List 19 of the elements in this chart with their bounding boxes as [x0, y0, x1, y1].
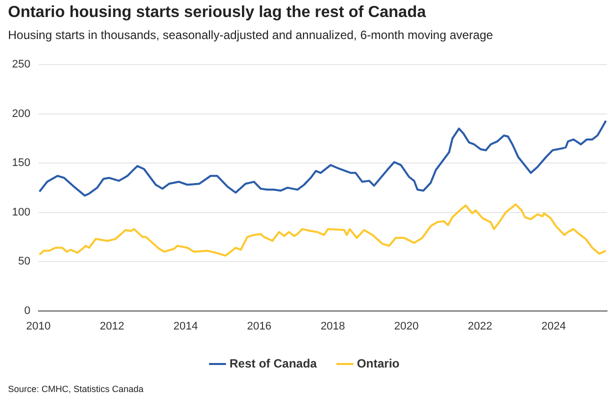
chart-subtitle: Housing starts in thousands, seasonally-adjusted and annualized, 6-month moving average [8, 28, 493, 42]
legend-label: Ontario [356, 356, 400, 370]
source-note: Source: CMHC, Statistics Canada [8, 384, 144, 394]
x-tick-label: 2020 [394, 320, 419, 332]
y-tick-label: 200 [12, 108, 30, 120]
x-tick-label: 2022 [468, 320, 492, 332]
legend-label: Rest of Canada [229, 356, 318, 370]
x-tick-label: 2010 [26, 320, 51, 332]
x-tick-label: 2016 [246, 320, 272, 332]
y-tick-label: 0 [24, 304, 30, 317]
y-tick-label: 250 [12, 58, 30, 71]
x-tick-label: 2018 [320, 320, 346, 332]
x-tick-label: 2014 [173, 320, 198, 332]
y-tick-label: 100 [12, 206, 30, 218]
y-tick-label: 50 [18, 256, 30, 268]
x-tick-label: 2012 [100, 320, 124, 332]
chart-title: Ontario housing starts seriously lag the rest of Canada [8, 4, 426, 22]
y-tick-label: 150 [12, 157, 30, 170]
x-tick-label: 2024 [541, 320, 566, 332]
